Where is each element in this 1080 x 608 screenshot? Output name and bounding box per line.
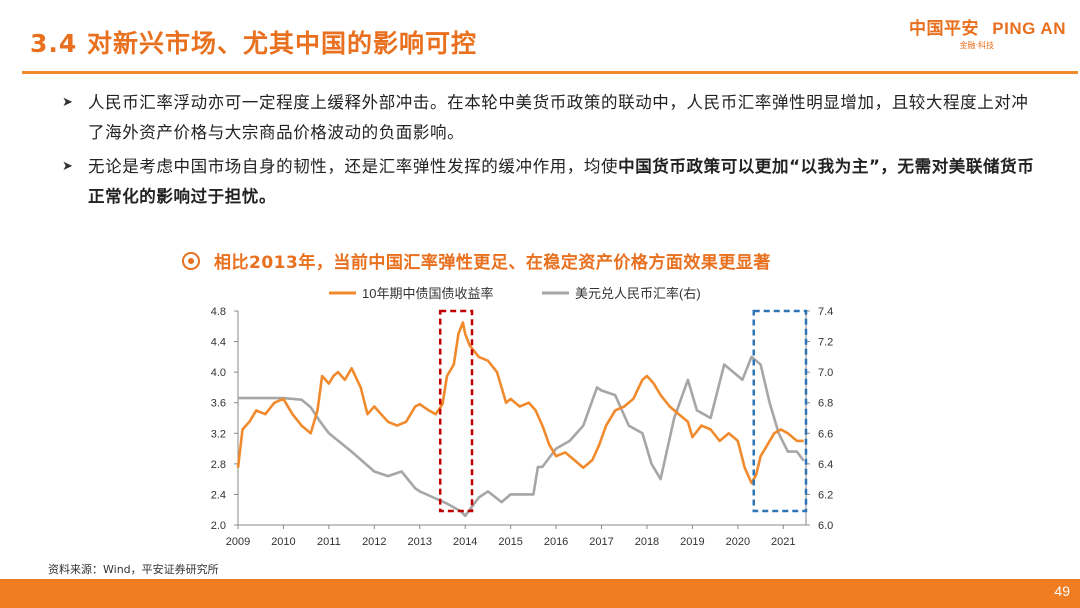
x-tick-label: 2009 [226, 536, 250, 548]
highlight-box-2013 [438, 309, 474, 513]
x-tick-label: 2010 [271, 536, 295, 548]
y-left-tick-label: 3.2 [211, 428, 226, 440]
y-left-tick-label: 2.0 [211, 520, 226, 532]
x-tick-label: 2017 [589, 536, 613, 548]
title-divider [22, 71, 1078, 74]
logo-chinese-text: 中国平安 [909, 19, 980, 38]
page-number: 49 [1054, 583, 1070, 599]
y-right-tick-label: 6.4 [818, 459, 833, 471]
x-tick-label: 2014 [453, 536, 477, 548]
x-tick-label: 2019 [680, 536, 704, 548]
x-tick-label: 2012 [362, 536, 386, 548]
company-logo: 中国平安 PING AN 金融·科技 [909, 14, 1066, 51]
y-right-tick-label: 7.0 [818, 367, 833, 379]
y-left-tick-label: 2.4 [211, 489, 226, 501]
logo-tagline: 金融·科技 [959, 41, 994, 50]
footer-bar [0, 579, 1080, 608]
bullet-text: 无论是考虑中国市场自身的韧性，还是汇率弹性发挥的缓冲作用，均使 [88, 157, 619, 176]
y-left-tick-label: 4.8 [211, 306, 226, 318]
x-tick-label: 2020 [726, 536, 750, 548]
y-right-tick-label: 7.4 [818, 306, 833, 318]
y-right-tick-label: 6.8 [818, 398, 833, 410]
page-title: 3.4 对新兴市场、尤其中国的影响可控 [30, 29, 477, 58]
series-line-usdcny [238, 355, 805, 518]
bullet-text: 人民币汇率浮动亦可一定程度上缓释外部冲击。在本轮中美货币政策的联动中，人民币汇率… [88, 93, 1029, 142]
bullet-item: ➤ 人民币汇率浮动亦可一定程度上缓释外部冲击。在本轮中美货币政策的联动中，人民币… [62, 88, 1042, 148]
y-right-tick-label: 7.2 [818, 337, 833, 349]
arrow-bullet-icon: ➤ [62, 95, 74, 110]
legend-label-usdcny: 美元兑人民币汇率(右) [575, 286, 701, 301]
x-tick-label: 2021 [771, 536, 795, 548]
bullet-list: ➤ 人民币汇率浮动亦可一定程度上缓释外部冲击。在本轮中美货币政策的联动中，人民币… [62, 88, 1042, 216]
y-right-tick-label: 6.6 [818, 428, 833, 440]
x-tick-label: 2016 [544, 536, 568, 548]
source-note: 资料来源：Wind，平安证券研究所 [48, 563, 219, 576]
series-line-bond-yield [236, 321, 804, 485]
y-right-tick-label: 6.0 [818, 520, 833, 532]
bullet-item: ➤ 无论是考虑中国市场自身的韧性，还是汇率弹性发挥的缓冲作用，均使中国货币政策可… [62, 152, 1042, 212]
x-tick-label: 2013 [408, 536, 432, 548]
x-tick-label: 2018 [635, 536, 659, 548]
bullet-bold-text: 中国货币政策可以更加“以我为主”，无需对美联储货币正常化的影响过于担忧。 [88, 157, 1035, 206]
chart-title-text: 相比2013年，当前中国汇率弹性更足、在稳定资产价格方面效果更显著 [214, 253, 771, 273]
target-circle-icon [182, 252, 200, 270]
x-tick-label: 2011 [317, 536, 341, 548]
chart-title: 相比2013年，当前中国汇率弹性更足、在稳定资产价格方面效果更显著 [182, 248, 771, 273]
legend-label-bond-yield: 10年期中债国债收益率 [362, 286, 493, 301]
y-left-tick-label: 2.8 [211, 459, 226, 471]
arrow-bullet-icon: ➤ [62, 159, 74, 174]
y-left-tick-label: 4.0 [211, 367, 226, 379]
logo-english-text: PING AN [992, 19, 1066, 38]
x-tick-label: 2015 [498, 536, 522, 548]
y-right-tick-label: 6.2 [818, 489, 833, 501]
highlight-box-2020 [752, 309, 808, 513]
y-left-tick-label: 4.4 [211, 337, 226, 349]
y-left-tick-label: 3.6 [211, 398, 226, 410]
